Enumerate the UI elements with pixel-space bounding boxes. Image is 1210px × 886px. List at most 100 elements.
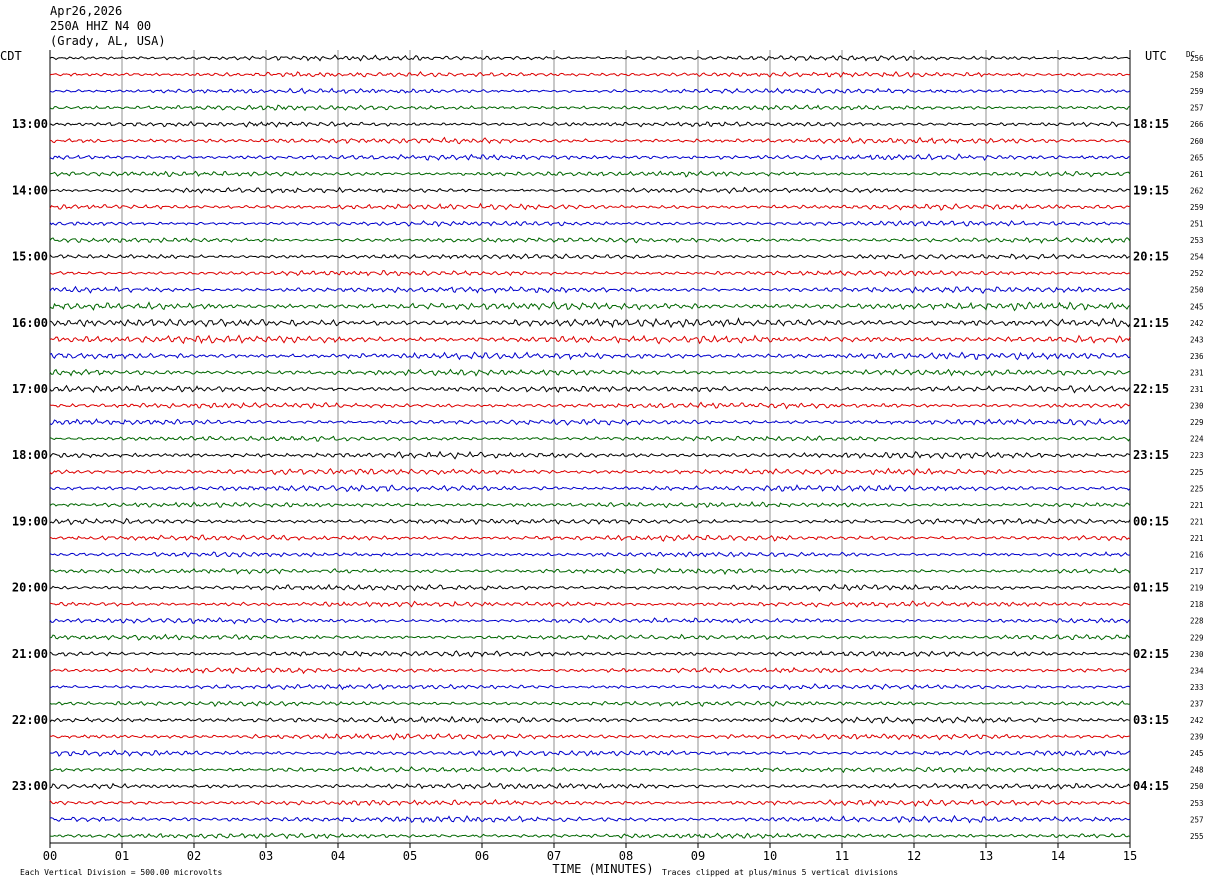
trace-row-38	[49, 683, 1131, 691]
dc-offset-label: 216	[1190, 551, 1204, 560]
dc-offset-label: 255	[1190, 832, 1204, 841]
cdt-hour-label: 20:00	[12, 581, 48, 595]
x-tick-label: 07	[547, 849, 561, 863]
trace-row-15	[49, 301, 1131, 312]
trace-row-47	[49, 832, 1131, 840]
trace-row-6	[49, 153, 1131, 162]
utc-hour-label: 19:15	[1133, 183, 1169, 197]
trace-row-30	[49, 551, 1131, 558]
dc-offset-label: 242	[1190, 319, 1204, 328]
trace-row-13	[49, 269, 1131, 277]
cdt-hour-label: 22:00	[12, 713, 48, 727]
dc-offset-label: 253	[1190, 799, 1204, 808]
dc-offset-label: 248	[1190, 766, 1204, 775]
trace-row-21	[49, 401, 1131, 410]
trace-row-7	[49, 170, 1131, 178]
trace-row-14	[49, 285, 1131, 294]
dc-offset-label: 218	[1190, 600, 1204, 609]
x-tick-label: 15	[1123, 849, 1137, 863]
trace-row-20	[49, 384, 1131, 394]
trace-row-23	[49, 435, 1131, 442]
dc-offset-label: 221	[1190, 501, 1204, 510]
trace-row-16	[49, 317, 1131, 329]
trace-row-22	[49, 417, 1131, 427]
trace-row-10	[49, 220, 1131, 228]
axis-labels: 00 01 02 03 04 05 06 07 08 09 10 11 12 13 14 15 256 258 25…	[0, 49, 1204, 877]
cdt-hour-label: 17:00	[12, 382, 48, 396]
dc-offset-label: 265	[1190, 153, 1204, 162]
dc-offset-label: 233	[1190, 683, 1204, 692]
x-tick-label: 09	[691, 849, 705, 863]
trace-row-0	[49, 54, 1131, 62]
dc-offset-label: 257	[1190, 104, 1204, 113]
utc-hour-label: 00:15	[1133, 514, 1169, 528]
station-location: (Grady, AL, USA)	[50, 34, 166, 48]
cdt-hour-label: 21:00	[12, 647, 48, 661]
x-tick-label: 12	[907, 849, 921, 863]
dc-offset-label: 251	[1190, 220, 1204, 229]
seismic-traces	[49, 54, 1131, 840]
trace-row-41	[49, 732, 1131, 741]
dc-offset-label: 256	[1190, 54, 1204, 63]
utc-hour-label: 03:15	[1133, 713, 1169, 727]
dc-offset-label: 221	[1190, 517, 1204, 526]
dc-offset-label: 219	[1190, 584, 1204, 593]
x-tick-label: 03	[259, 849, 273, 863]
dc-offset-label: 236	[1190, 352, 1204, 361]
cdt-hour-label: 16:00	[12, 316, 48, 330]
dc-offset-label: 245	[1190, 302, 1204, 311]
cdt-header: CDT	[0, 49, 22, 63]
x-tick-label: 01	[115, 849, 129, 863]
dc-offset-label: 231	[1190, 368, 1204, 377]
utc-hour-label: 20:15	[1133, 250, 1169, 264]
x-tick-label: 06	[475, 849, 489, 863]
dc-offset-label: 259	[1190, 203, 1204, 212]
trace-row-36	[49, 650, 1131, 658]
trace-row-39	[49, 700, 1131, 708]
trace-row-40	[49, 715, 1131, 725]
clip-note: Traces clipped at plus/minus 5 vertical …	[662, 868, 898, 877]
trace-row-4	[49, 120, 1131, 128]
trace-row-18	[49, 351, 1131, 361]
x-tick-label: 13	[979, 849, 993, 863]
trace-row-19	[49, 368, 1131, 377]
dc-offset-label: 239	[1190, 733, 1204, 742]
trace-row-43	[49, 766, 1131, 774]
dc-offset-label: 250	[1190, 286, 1204, 295]
dc-offset-label: 229	[1190, 633, 1204, 642]
dc-offset-label: 259	[1190, 87, 1204, 96]
dc-offset-label: 221	[1190, 534, 1204, 543]
trace-row-44	[49, 782, 1131, 790]
x-tick-label: 04	[331, 849, 345, 863]
dc-offset-label: 234	[1190, 666, 1204, 675]
x-tick-label: 05	[403, 849, 417, 863]
dc-offset-label: 242	[1190, 716, 1204, 725]
dc-offset-label: 258	[1190, 71, 1204, 80]
dc-offset-label: 223	[1190, 451, 1204, 460]
dc-offset-label: 252	[1190, 269, 1204, 278]
trace-row-27	[49, 500, 1131, 509]
cdt-hour-label: 13:00	[12, 117, 48, 131]
dc-offset-label: 257	[1190, 815, 1204, 824]
trace-row-5	[49, 136, 1131, 145]
dc-offset-label: 217	[1190, 567, 1204, 576]
trace-row-26	[49, 484, 1131, 493]
dc-header: DC	[1186, 50, 1195, 59]
x-tick-label: 11	[835, 849, 849, 863]
utc-hour-label: 21:15	[1133, 316, 1169, 330]
trace-row-28	[49, 517, 1131, 526]
utc-hour-label: 01:15	[1133, 581, 1169, 595]
x-tick-label: 08	[619, 849, 633, 863]
trace-row-31	[49, 567, 1131, 576]
dc-offset-label: 224	[1190, 435, 1204, 444]
cdt-hour-label: 19:00	[12, 514, 48, 528]
utc-hour-label: 04:15	[1133, 779, 1169, 793]
trace-row-42	[49, 749, 1131, 757]
dc-offset-label: 230	[1190, 402, 1204, 411]
dc-offset-label: 260	[1190, 137, 1204, 146]
dc-offset-label: 253	[1190, 236, 1204, 245]
dc-offset-label: 254	[1190, 253, 1204, 262]
utc-header: UTC	[1145, 49, 1167, 63]
trace-row-8	[49, 186, 1131, 195]
